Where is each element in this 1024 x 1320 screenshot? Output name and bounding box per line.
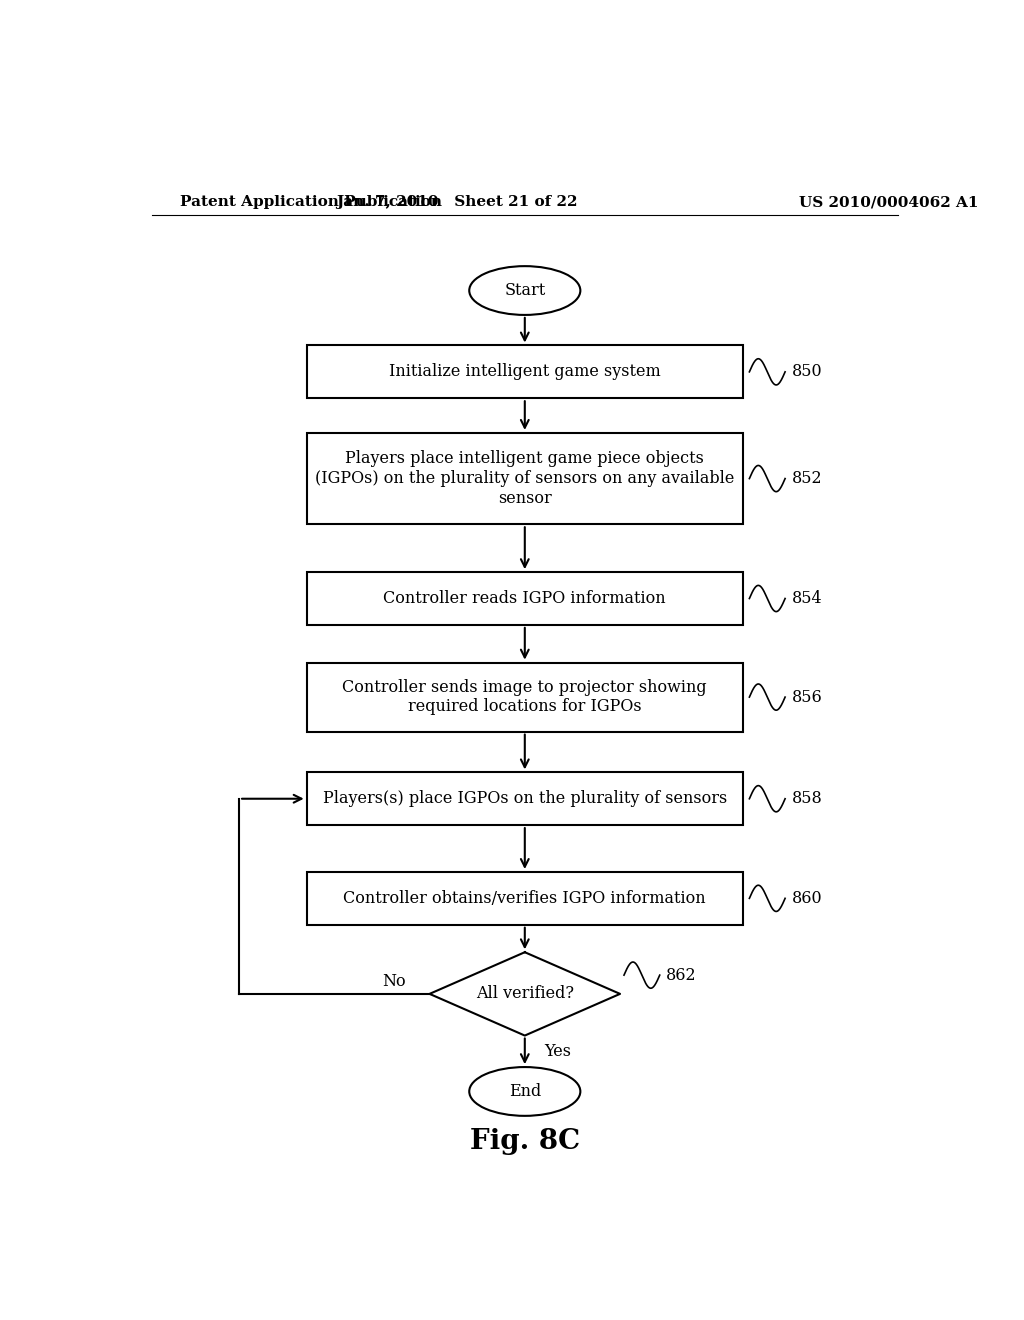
FancyBboxPatch shape — [306, 663, 743, 731]
Text: Start: Start — [504, 282, 546, 300]
Text: Controller sends image to projector showing
required locations for IGPOs: Controller sends image to projector show… — [342, 678, 708, 715]
Text: Initialize intelligent game system: Initialize intelligent game system — [389, 363, 660, 380]
Text: 852: 852 — [792, 470, 822, 487]
Text: Players(s) place IGPOs on the plurality of sensors: Players(s) place IGPOs on the plurality … — [323, 791, 727, 808]
Text: All verified?: All verified? — [476, 986, 573, 1002]
Polygon shape — [430, 952, 620, 1036]
Text: Yes: Yes — [545, 1043, 571, 1060]
Text: Patent Application Publication: Patent Application Publication — [179, 195, 441, 209]
Text: 854: 854 — [792, 590, 822, 607]
FancyBboxPatch shape — [306, 433, 743, 524]
Text: No: No — [382, 973, 406, 990]
Text: Controller obtains/verifies IGPO information: Controller obtains/verifies IGPO informa… — [343, 890, 707, 907]
Ellipse shape — [469, 267, 581, 315]
FancyBboxPatch shape — [306, 873, 743, 925]
Text: Jan. 7, 2010   Sheet 21 of 22: Jan. 7, 2010 Sheet 21 of 22 — [337, 195, 579, 209]
Ellipse shape — [469, 1067, 581, 1115]
Text: US 2010/0004062 A1: US 2010/0004062 A1 — [799, 195, 978, 209]
Text: 858: 858 — [792, 791, 822, 808]
Text: Fig. 8C: Fig. 8C — [470, 1127, 580, 1155]
FancyBboxPatch shape — [306, 572, 743, 624]
Text: 862: 862 — [666, 966, 696, 983]
Text: 860: 860 — [792, 890, 822, 907]
Text: End: End — [509, 1082, 541, 1100]
Text: 850: 850 — [792, 363, 822, 380]
FancyBboxPatch shape — [306, 772, 743, 825]
Text: 856: 856 — [792, 689, 822, 706]
FancyBboxPatch shape — [306, 346, 743, 399]
Text: Players place intelligent game piece objects
(IGPOs) on the plurality of sensors: Players place intelligent game piece obj… — [315, 450, 734, 507]
Text: Controller reads IGPO information: Controller reads IGPO information — [383, 590, 667, 607]
